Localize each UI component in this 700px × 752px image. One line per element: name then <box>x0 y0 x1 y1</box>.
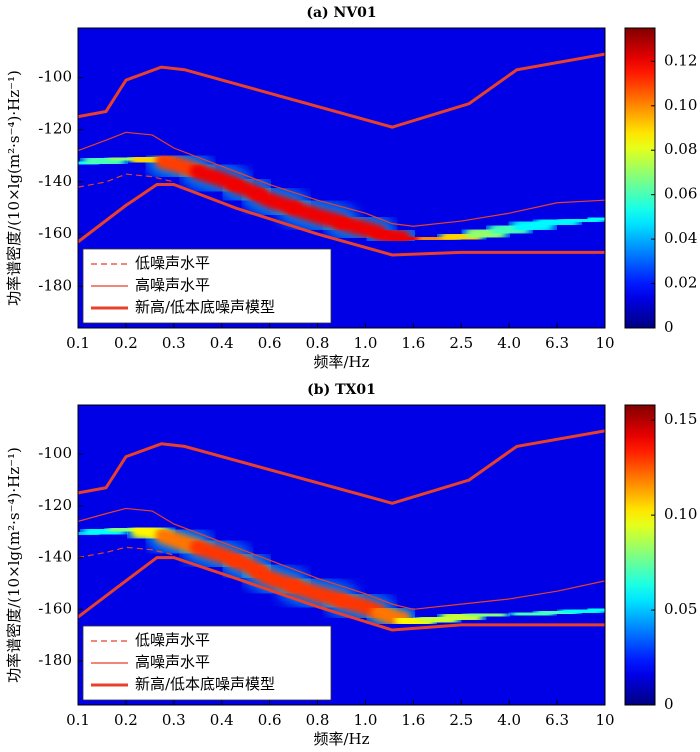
colorbar-tick-label: 0.06 <box>664 185 697 203</box>
colorbar-tick-label: 0.05 <box>664 600 697 618</box>
x-axis-label: 频率/Hz <box>313 730 369 748</box>
plot-frame <box>77 404 606 706</box>
x-tick-label: 0.1 <box>66 334 90 352</box>
legend-label: 低噪声水平 <box>135 254 210 272</box>
y-tick-label: -100 <box>38 444 72 462</box>
y-tick-label: -120 <box>38 120 72 138</box>
chart-title: (a) NV01 <box>306 5 376 21</box>
x-tick-label: 0.4 <box>210 334 234 352</box>
pdf-band <box>285 200 350 231</box>
y-tick-label: -120 <box>38 496 72 514</box>
x-tick-label: 6.3 <box>545 711 569 729</box>
colorbar <box>624 404 656 706</box>
colorbar-tick-label: 0.12 <box>664 51 697 69</box>
model-line <box>78 52 605 129</box>
colorbar-tick-label: 0.04 <box>664 229 697 247</box>
plot-frame <box>77 27 606 329</box>
model-line <box>78 556 605 632</box>
pdf-band <box>155 527 206 556</box>
plot-area <box>78 429 605 640</box>
x-tick-label: 1.6 <box>401 711 425 729</box>
pdf-band <box>585 601 605 619</box>
x-tick-label: 2.5 <box>449 711 473 729</box>
x-tick-label: 2.5 <box>449 334 473 352</box>
x-tick-label: 4.0 <box>497 334 521 352</box>
model-line <box>78 507 605 610</box>
y-tick-label: -140 <box>38 172 72 190</box>
x-axis-label: 频率/Hz <box>313 353 369 371</box>
y-tick-label: -160 <box>38 224 72 242</box>
x-tick-label: 0.1 <box>66 711 90 729</box>
legend-label: 新高/低本底噪声模型 <box>135 675 275 693</box>
x-tick-label: 4.0 <box>497 711 521 729</box>
x-tick-label: 0.6 <box>258 711 282 729</box>
chart-title: (b) TX01 <box>307 382 376 398</box>
y-axis-label: 功率谱密度/(10×lg(m²·s⁻⁴)·Hz⁻¹) <box>5 447 23 683</box>
colorbar-tick-label: 0.08 <box>664 140 697 158</box>
pdf-band <box>250 186 302 216</box>
model-line <box>78 173 174 188</box>
y-tick-label: -160 <box>38 599 72 617</box>
x-tick-label: 0.4 <box>210 711 234 729</box>
x-tick-label: 0.8 <box>306 334 330 352</box>
x-tick-label: 1.6 <box>401 334 425 352</box>
pdf-band <box>585 210 605 228</box>
x-tick-label: 0.3 <box>162 711 186 729</box>
pdf-band <box>285 578 350 609</box>
colorbar-tick-label: 0.10 <box>664 505 697 523</box>
x-tick-label: 6.3 <box>545 334 569 352</box>
x-tick-label: 0.8 <box>306 711 330 729</box>
model-line <box>78 546 174 559</box>
panel: (a) NV01 -180 -160 -140 -120 -100 0.1 0.2 0.3 0.4… <box>5 5 697 371</box>
y-axis-label: 功率谱密度/(10×lg(m²·s⁻⁴)·Hz⁻¹) <box>5 70 23 306</box>
plot-area <box>78 52 605 257</box>
legend-label: 低噪声水平 <box>135 631 210 649</box>
x-tick-label: 0.3 <box>162 334 186 352</box>
pdf-band <box>250 563 302 595</box>
x-tick-label: 10 <box>595 711 614 729</box>
pdf-band <box>155 153 206 180</box>
colorbar-tick-label: 0.02 <box>664 274 697 292</box>
x-tick-label: 1.0 <box>354 711 378 729</box>
colorbar-tick-label: 0 <box>664 318 674 336</box>
model-line <box>78 131 605 227</box>
x-tick-label: 0.6 <box>258 334 282 352</box>
y-tick-label: -180 <box>38 651 72 669</box>
legend-label: 高噪声水平 <box>135 276 210 294</box>
x-tick-label: 10 <box>595 334 614 352</box>
model-line <box>78 183 605 257</box>
x-tick-label: 0.2 <box>114 334 138 352</box>
legend-label: 高噪声水平 <box>135 653 210 671</box>
colorbar-tick-label: 0 <box>664 695 674 713</box>
panel: (b) TX01 -180 -160 -140 -120 -100 0.1 0.2 0.3 0.4… <box>5 382 697 748</box>
colorbar-tick-label: 0.10 <box>664 96 697 114</box>
x-tick-label: 1.0 <box>354 334 378 352</box>
y-tick-label: -140 <box>38 548 72 566</box>
colorbar <box>624 27 656 329</box>
x-tick-label: 0.2 <box>114 711 138 729</box>
y-tick-label: -180 <box>38 276 72 294</box>
model-line <box>78 429 605 505</box>
legend-label: 新高/低本底噪声模型 <box>135 298 275 316</box>
colorbar-tick-label: 0.15 <box>664 410 697 428</box>
y-tick-label: -100 <box>38 68 72 86</box>
